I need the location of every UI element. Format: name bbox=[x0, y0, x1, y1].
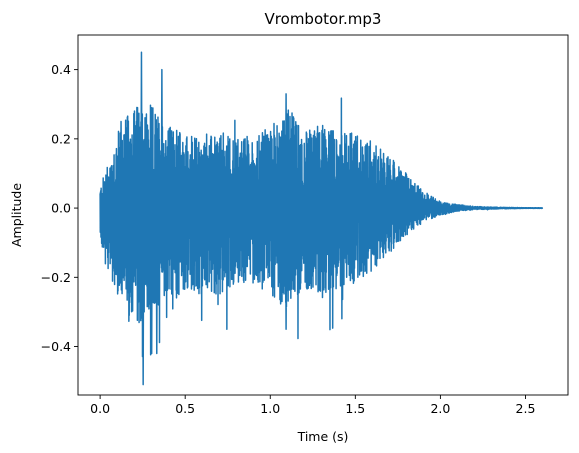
chart-title: Vrombotor.mp3 bbox=[265, 10, 382, 28]
plot-frame bbox=[77, 34, 569, 396]
y-tick-label: −0.4 bbox=[41, 339, 71, 354]
y-tick-label: 0.0 bbox=[51, 201, 71, 216]
x-tick-label: 0.5 bbox=[175, 401, 195, 416]
y-tick-label: −0.2 bbox=[41, 270, 71, 285]
x-tick-label: 2.5 bbox=[516, 401, 536, 416]
x-tick-label: 2.0 bbox=[430, 401, 450, 416]
y-axis: −0.4 −0.2 0.0 0.2 0.4 bbox=[41, 62, 78, 354]
waveform-series bbox=[99, 51, 544, 386]
y-tick-label: 0.4 bbox=[51, 62, 71, 77]
waveform-line bbox=[99, 51, 544, 386]
x-axis: 0.0 0.5 1.0 1.5 2.0 2.5 bbox=[90, 395, 535, 416]
x-tick-label: 1.5 bbox=[345, 401, 365, 416]
y-axis-label: Amplitude bbox=[9, 183, 24, 247]
x-tick-label: 0.0 bbox=[90, 401, 110, 416]
x-tick-label: 1.0 bbox=[260, 401, 280, 416]
x-axis-label: Time (s) bbox=[297, 429, 349, 444]
plot-area bbox=[99, 51, 544, 386]
y-tick-label: 0.2 bbox=[51, 131, 71, 146]
